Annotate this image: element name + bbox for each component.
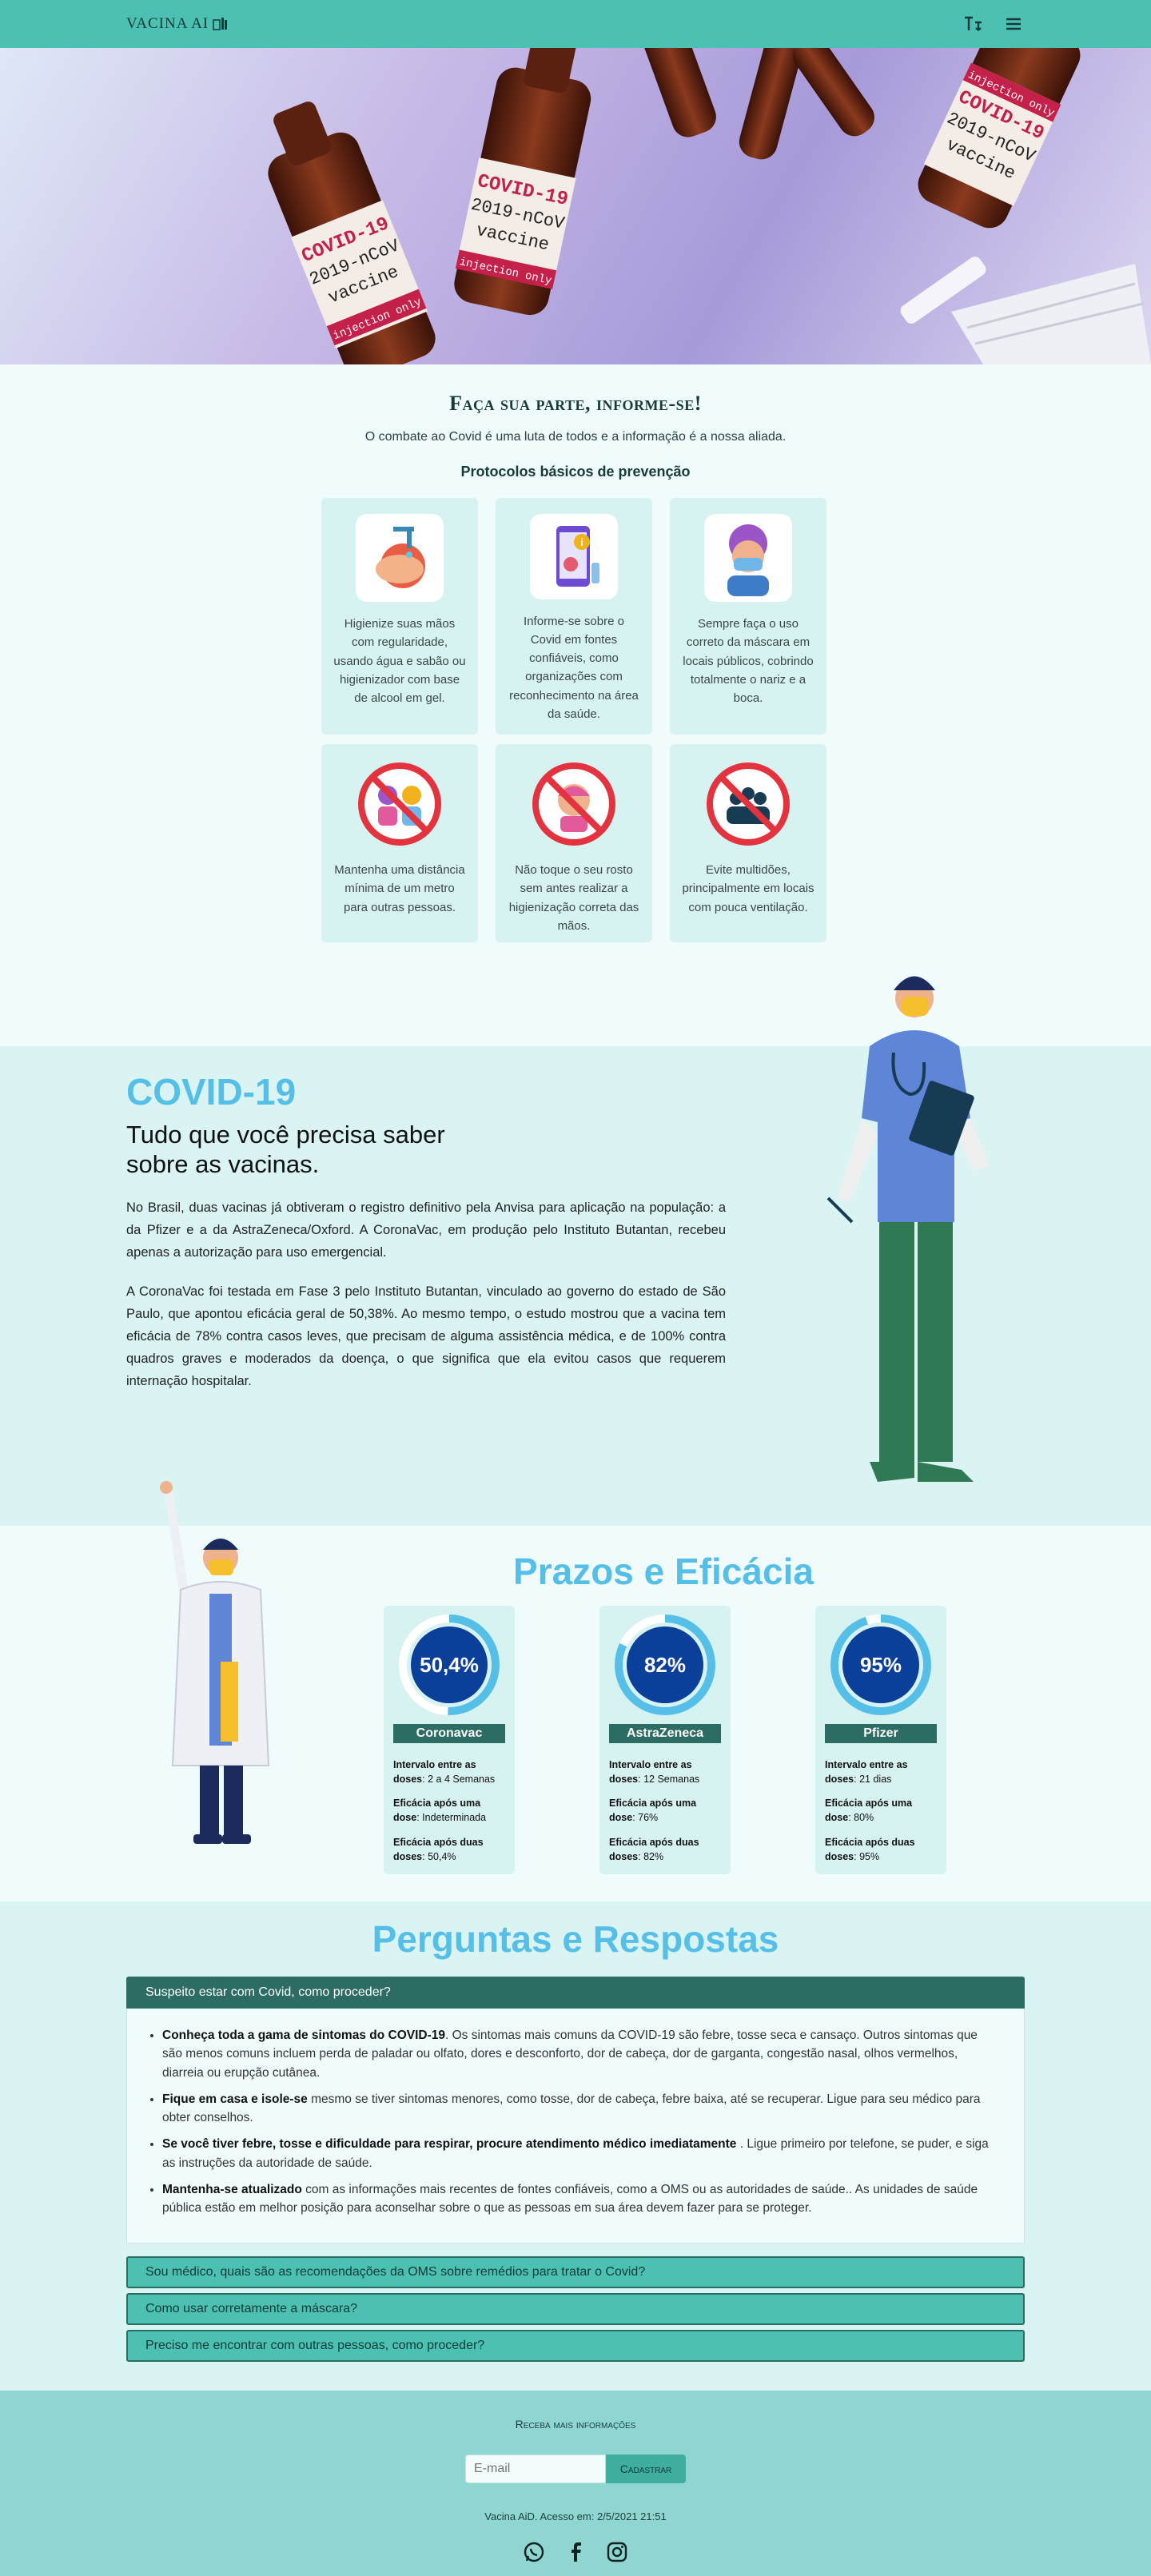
brand-name: VACINA AI bbox=[126, 15, 209, 32]
ampoule-shape bbox=[792, 48, 874, 137]
protocol-cards: Higienize suas mãos com regularidade, us… bbox=[321, 498, 830, 942]
faq-question[interactable]: Preciso me encontrar com outras pessoas,… bbox=[126, 2330, 1025, 2363]
protocol-text: Mantenha uma distância mínima de um metr… bbox=[334, 863, 465, 914]
efficacy-arc bbox=[615, 1614, 715, 1715]
efficacy-ring: 82% bbox=[614, 1614, 716, 1716]
efficacy-ring: 95% bbox=[830, 1614, 932, 1716]
list-item: Se você tiver febre, tosse e dificuldade… bbox=[162, 2135, 995, 2172]
vaccine-name: Coronavac bbox=[393, 1724, 505, 1743]
protocol-card: i Informe-se sobre o Covid em fontes con… bbox=[496, 498, 652, 735]
syringe-shape bbox=[900, 257, 986, 324]
section-lead: O combate ao Covid é uma luta de todos e… bbox=[364, 430, 787, 444]
protocol-text: Não toque o seu rosto sem antes realizar… bbox=[508, 863, 639, 933]
hand-wash-icon bbox=[356, 514, 444, 602]
section-title: Faça sua parte, informe-se! bbox=[449, 392, 702, 415]
newsletter-label: Receba mais informações bbox=[515, 2418, 636, 2431]
faq-section: Perguntas e Respostas Suspeito estar com… bbox=[0, 1901, 1151, 2391]
covid-title: COVID-19 bbox=[126, 1071, 297, 1113]
covid-paragraph: No Brasil, duas vacinas já obtiveram o r… bbox=[126, 1200, 726, 1260]
covid-paragraph: A CoronaVac foi testada em Fase 3 pelo I… bbox=[126, 1284, 726, 1388]
prevention-section: Faça sua parte, informe-se! O combate ao… bbox=[0, 364, 1151, 1046]
no-contact-icon bbox=[356, 760, 444, 848]
vaccine-card: 82% AstraZeneca Intervalo entre as doses… bbox=[599, 1606, 731, 1874]
vaccine-cards: 50,4% Coronavac Intervalo entre as doses… bbox=[384, 1606, 946, 1874]
vaccine-info: Intervalo entre as doses: 21 dias Eficác… bbox=[825, 1759, 915, 1862]
protocol-card: Não toque o seu rosto sem antes realizar… bbox=[496, 744, 652, 942]
covid-section: COVID-19 Tudo que você precisa saber sob… bbox=[0, 976, 1151, 1526]
vaccine-name: AstraZeneca bbox=[609, 1724, 721, 1743]
protocol-card: Mantenha uma distância mínima de um metr… bbox=[321, 744, 478, 942]
svg-text:i: i bbox=[580, 536, 583, 548]
signup-button[interactable]: Cadastrar bbox=[606, 2455, 686, 2484]
face-mask-shape bbox=[951, 264, 1151, 364]
list-item: Mantenha-se atualizado com as informaçõe… bbox=[162, 2180, 995, 2218]
efficacy-arc bbox=[399, 1614, 500, 1715]
efficacy-title: Prazos e Eficácia bbox=[513, 1551, 814, 1592]
vaccine-bottle: COVID-19 2019-nCoV vaccine injection onl… bbox=[918, 48, 1081, 229]
list-item: Conheça toda a gama de sintomas do COVID… bbox=[162, 2026, 995, 2082]
vaccine-bottle: COVID-19 2019-nCoV vaccine injection onl… bbox=[268, 102, 436, 364]
menu-icon[interactable] bbox=[1002, 13, 1025, 35]
efficacy-value: 50,4% bbox=[420, 1652, 479, 1677]
no-crowd-icon bbox=[704, 760, 792, 848]
footer: Receba mais informações Cadastrar Vacina… bbox=[0, 2391, 1151, 2576]
vaccine-bottle: COVID-19 2019-nCoV vaccine injection onl… bbox=[454, 48, 591, 316]
protocol-text: Higienize suas mãos com regularidade, us… bbox=[333, 617, 466, 705]
brand-logo-icon bbox=[213, 18, 228, 30]
efficacy-value: 95% bbox=[859, 1652, 902, 1677]
vaccine-card: 50,4% Coronavac Intervalo entre as doses… bbox=[384, 1606, 515, 1874]
vaccine-card: 95% Pfizer Intervalo entre as doses: 21 … bbox=[815, 1606, 946, 1874]
protocol-text: Sempre faça o uso correto da máscara em … bbox=[683, 617, 814, 705]
hero-banner: COVID-19 2019-nCoV vaccine injection onl… bbox=[0, 48, 1151, 364]
faq-question-open[interactable]: Suspeito estar com Covid, como proceder? bbox=[126, 1977, 1025, 2009]
nurse-illustration bbox=[826, 976, 990, 1482]
brand[interactable]: VACINA AI bbox=[126, 15, 229, 33]
efficacy-value: 82% bbox=[643, 1652, 687, 1677]
phone-info-icon: i bbox=[530, 514, 618, 599]
protocols-title: Protocolos básicos de prevenção bbox=[460, 464, 691, 480]
text-size-icon[interactable] bbox=[962, 13, 985, 35]
faq-list: Suspeito estar com Covid, como proceder?… bbox=[126, 1977, 1025, 2363]
vaccine-name: Pfizer bbox=[825, 1724, 937, 1743]
protocol-text: Evite multidões, principalmente em locai… bbox=[682, 863, 814, 914]
efficacy-ring: 50,4% bbox=[398, 1614, 500, 1716]
ampoule-shape bbox=[642, 48, 716, 137]
vaccine-info: Intervalo entre as doses: 12 Semanas Efi… bbox=[609, 1759, 700, 1862]
mask-person-icon bbox=[704, 514, 792, 602]
covid-subtitle: Tudo que você precisa saber sobre as vac… bbox=[126, 1121, 445, 1179]
ampoule-shape bbox=[739, 48, 805, 160]
hero-vaccine-bottles: COVID-19 2019-nCoV vaccine injection onl… bbox=[268, 48, 1151, 364]
doctor-illustration bbox=[160, 1481, 270, 1844]
protocol-card: Higienize suas mãos com regularidade, us… bbox=[321, 498, 478, 735]
protocol-text: Informe-se sobre o Covid em fontes confi… bbox=[509, 614, 639, 721]
efficacy-section: Prazos e Eficácia 50,4% Coronavac Interv… bbox=[0, 1481, 1151, 1901]
efficacy-arc bbox=[830, 1614, 931, 1715]
navbar: VACINA AI bbox=[0, 0, 1151, 48]
protocol-card: Sempre faça o uso correto da máscara em … bbox=[670, 498, 826, 735]
no-touch-face-icon bbox=[530, 760, 618, 848]
faq-question[interactable]: Como usar corretamente a máscara? bbox=[126, 2293, 1025, 2326]
vaccine-info: Intervalo entre as doses: 2 a 4 Semanas … bbox=[393, 1759, 496, 1862]
faq-title: Perguntas e Respostas bbox=[372, 1918, 779, 1960]
faq-question[interactable]: Sou médico, quais são as recomendações d… bbox=[126, 2256, 1025, 2289]
newsletter-form: Cadastrar bbox=[0, 2455, 1151, 2484]
email-input[interactable] bbox=[465, 2455, 606, 2484]
faq-answer: Conheça toda a gama de sintomas do COVID… bbox=[126, 2009, 1025, 2244]
protocol-card: Evite multidões, principalmente em locai… bbox=[670, 744, 826, 942]
covid-text: COVID-19 Tudo que você precisa saber sob… bbox=[126, 1070, 726, 1392]
nav-actions bbox=[962, 13, 1025, 35]
access-date: Vacina AiD. Acesso em: 2/5/2021 21:51 bbox=[484, 2510, 667, 2523]
list-item: Fique em casa e isole-se mesmo se tiver … bbox=[162, 2090, 995, 2128]
